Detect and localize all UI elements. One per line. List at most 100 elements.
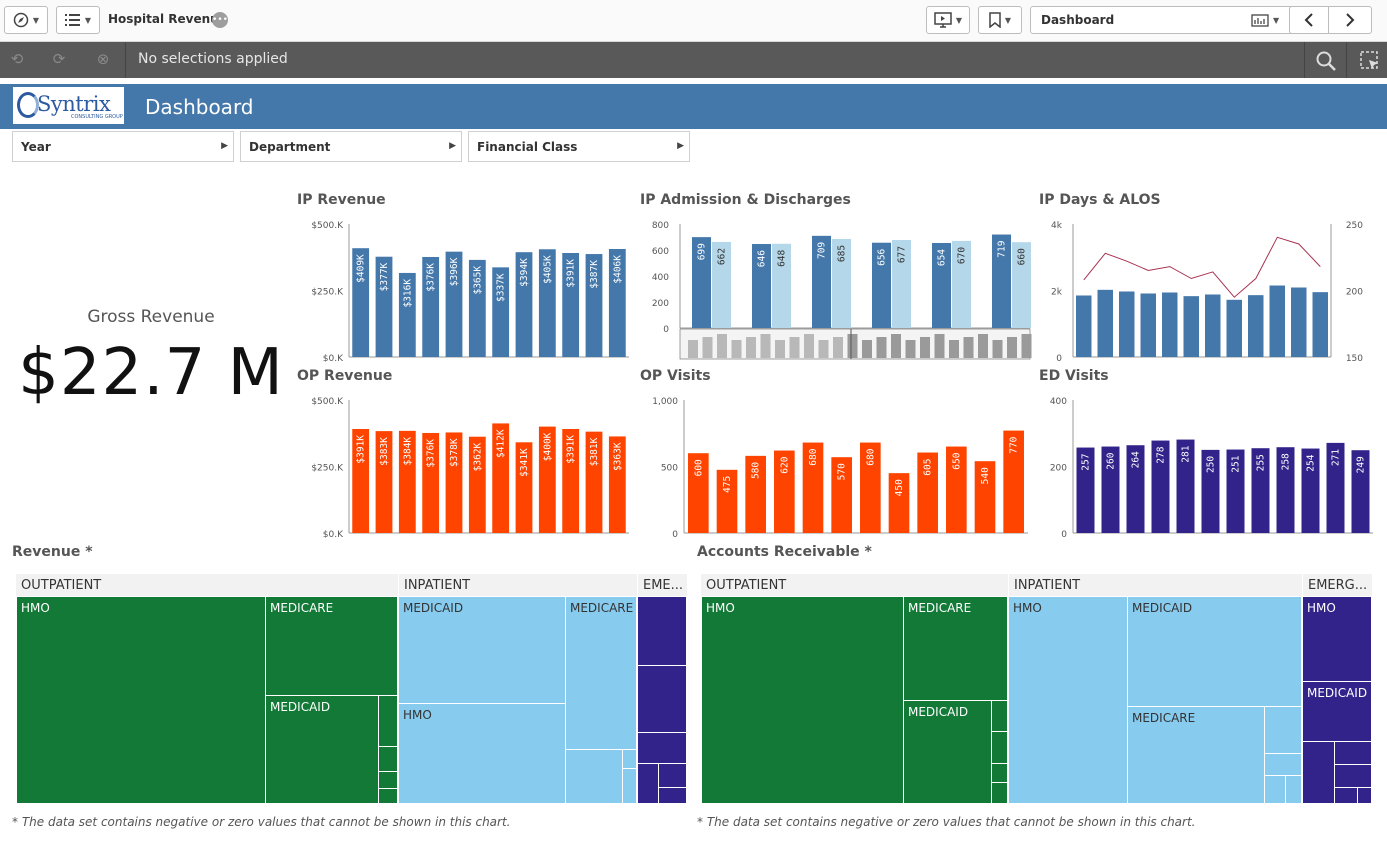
search-icon[interactable] (1315, 50, 1337, 72)
bar (1201, 449, 1220, 533)
bar (375, 431, 393, 533)
next-sheet-button[interactable] (1328, 6, 1372, 34)
list-icon (64, 14, 80, 26)
chart-title-op-visits: OP Visits (640, 368, 711, 384)
treemap-cell[interactable] (1264, 775, 1286, 804)
y-tick-label: $250.K (311, 464, 344, 474)
treemap-cell[interactable] (1357, 787, 1372, 804)
treemap-cell[interactable] (637, 732, 687, 764)
bar (585, 254, 603, 357)
y-tick-label: 600 (652, 247, 669, 257)
ip-days-chart[interactable]: 4k 2k 0 250 200 150 (1039, 212, 1387, 362)
clear-selections-icon[interactable]: ⊗ (96, 50, 110, 68)
treemap-cell[interactable] (991, 700, 1008, 732)
treemap-cell[interactable] (565, 749, 623, 804)
treemap-cell[interactable]: MEDICAID (265, 695, 379, 804)
filter-year[interactable]: Year ▶ (12, 131, 234, 162)
op-visits-chart[interactable]: 1,000 500 0 600 475 580 620 680 570 680 450 605 650 5… (640, 388, 1032, 538)
present-button[interactable]: ▼ (926, 6, 970, 34)
bar (872, 242, 891, 328)
treemap-cell[interactable]: HMO (398, 703, 566, 804)
treemap-cell[interactable] (1264, 753, 1302, 776)
ip-admissions-chart[interactable]: 800 600 400 200 0 699 662 646 648 709 685 656 677 654… (640, 212, 1032, 362)
bar (774, 450, 795, 533)
selection-tool-icon[interactable] (1359, 50, 1381, 72)
treemap-cell[interactable]: MEDICARE (265, 596, 398, 696)
op-revenue-chart[interactable]: $500.K $250.K $0.K $391K $383K $384K $376K $378… (297, 388, 633, 538)
data-label: $406K (612, 255, 623, 284)
chevron-down-icon: ▼ (955, 15, 963, 25)
data-label: 450 (894, 479, 905, 496)
treemap-cell[interactable] (1302, 741, 1335, 804)
bar (1276, 447, 1295, 533)
bar (445, 432, 463, 533)
filter-department[interactable]: Department ▶ (240, 131, 462, 162)
treemap-cell[interactable] (378, 695, 398, 747)
bar (398, 430, 416, 533)
data-label: 257 (1081, 454, 1092, 471)
treemap-cell[interactable]: HMO (16, 596, 266, 804)
more-options-icon[interactable]: ••• (212, 12, 228, 28)
treemap-cell[interactable] (637, 596, 687, 666)
step-back-icon[interactable]: ⟲ (10, 50, 24, 68)
treemap-cell[interactable] (991, 731, 1008, 764)
ip-revenue-chart[interactable]: $500.K $250.K $0.K $409K $377K $316K $376K $396… (297, 212, 633, 362)
treemap-group-header[interactable]: EMERG... (1302, 574, 1372, 596)
treemap-cell[interactable]: MEDICAID (903, 700, 992, 804)
treemap-cell[interactable]: MEDICAID (398, 596, 566, 704)
mini-bar (934, 334, 945, 358)
data-label: 685 (837, 245, 848, 262)
treemap-group-header[interactable]: OUTPATIENT (16, 574, 398, 596)
treemap-group-header[interactable]: OUTPATIENT (701, 574, 1008, 596)
bar (1162, 292, 1178, 357)
bookmarks-button[interactable]: ▼ (978, 6, 1022, 34)
ed-visits-chart[interactable]: 400 200 0 257 260 264 278 281 250 251 255 258 254 271… (1039, 388, 1375, 538)
filter-financial-class[interactable]: Financial Class ▶ (468, 131, 690, 162)
treemap-cell[interactable] (1334, 741, 1372, 765)
treemap-cell[interactable] (378, 788, 398, 804)
treemap-cell[interactable]: MEDICAID (1302, 681, 1372, 742)
treemap-cell[interactable] (991, 782, 1008, 804)
chevron-down-icon: ▼ (1004, 15, 1012, 25)
bar (562, 428, 580, 533)
previous-sheet-button[interactable] (1289, 6, 1329, 34)
treemap-cell[interactable] (658, 787, 687, 804)
navigation-button[interactable]: ▼ (4, 6, 48, 34)
logo-mark-icon (17, 92, 39, 118)
treemap-cell[interactable] (1334, 764, 1372, 788)
data-label: 264 (1131, 451, 1142, 468)
treemap-cell[interactable]: HMO (701, 596, 904, 804)
menu-button[interactable]: ▼ (56, 6, 100, 34)
treemap-cell[interactable]: MEDICAID (1127, 596, 1302, 707)
sheet-selector[interactable]: Dashboard ▼ (1030, 6, 1296, 34)
treemap-cell[interactable] (622, 749, 637, 769)
treemap-cell[interactable] (991, 763, 1008, 783)
treemap-group-header[interactable]: INPATIENT (398, 574, 637, 596)
treemap-cell[interactable]: HMO (1302, 596, 1372, 682)
treemap-cell[interactable] (622, 768, 637, 804)
bar (515, 252, 533, 357)
step-forward-icon[interactable]: ⟳ (52, 50, 66, 68)
y-tick-label: 800 (652, 221, 669, 231)
treemap-cell[interactable]: MEDICARE (903, 596, 1008, 701)
treemap-group-header[interactable]: INPATIENT (1008, 574, 1302, 596)
mini-bar (760, 334, 771, 358)
treemap-cell[interactable]: MEDICARE (565, 596, 637, 750)
treemap-cell[interactable] (1285, 775, 1302, 804)
treemap-cell[interactable] (658, 763, 687, 788)
treemap-cell[interactable] (1264, 706, 1302, 754)
treemap-cell[interactable] (378, 746, 398, 772)
chevron-right-icon (1346, 13, 1355, 27)
treemap-cell[interactable] (1334, 787, 1358, 804)
data-label: $378K (449, 438, 460, 467)
treemap-cell[interactable]: MEDICARE (1127, 706, 1265, 804)
treemap-group-header[interactable]: EME... (637, 574, 687, 596)
bar (1291, 287, 1307, 357)
bar (608, 436, 626, 533)
bar (952, 240, 971, 328)
treemap-cell[interactable] (637, 763, 659, 804)
treemap-cell[interactable] (378, 771, 398, 789)
treemap-cell[interactable]: HMO (1008, 596, 1128, 804)
data-label: 670 (957, 247, 968, 264)
treemap-cell[interactable] (637, 665, 687, 733)
